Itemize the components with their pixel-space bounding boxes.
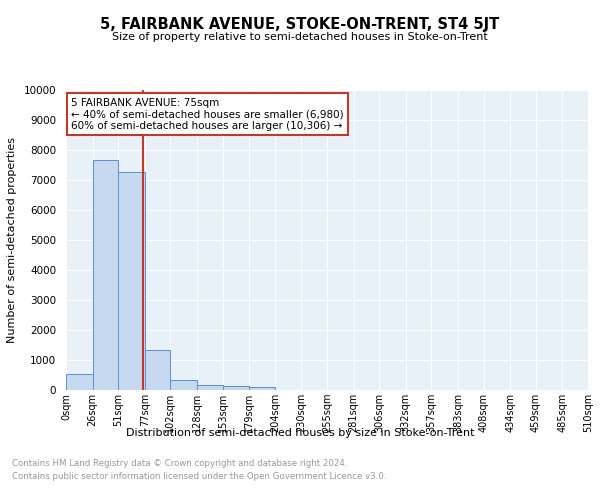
Bar (66, 374, 92, 390)
Bar (92, 160, 118, 390)
Text: 5, FAIRBANK AVENUE, STOKE-ON-TRENT, ST4 5JT: 5, FAIRBANK AVENUE, STOKE-ON-TRENT, ST4 … (100, 18, 500, 32)
Bar (223, 386, 249, 390)
Y-axis label: Number of semi-detached properties: Number of semi-detached properties (7, 137, 17, 343)
Bar (118, 172, 145, 390)
Bar (249, 386, 275, 390)
Bar (197, 386, 223, 390)
Text: Contains public sector information licensed under the Open Government Licence v3: Contains public sector information licen… (12, 472, 386, 481)
Bar (145, 350, 170, 390)
Text: Contains HM Land Registry data © Crown copyright and database right 2024.: Contains HM Land Registry data © Crown c… (12, 458, 347, 468)
Text: Size of property relative to semi-detached houses in Stoke-on-Trent: Size of property relative to semi-detach… (112, 32, 488, 42)
Bar (170, 380, 197, 390)
Text: 5 FAIRBANK AVENUE: 75sqm
← 40% of semi-detached houses are smaller (6,980)
60% o: 5 FAIRBANK AVENUE: 75sqm ← 40% of semi-d… (71, 98, 344, 130)
Text: Distribution of semi-detached houses by size in Stoke-on-Trent: Distribution of semi-detached houses by … (126, 428, 474, 438)
